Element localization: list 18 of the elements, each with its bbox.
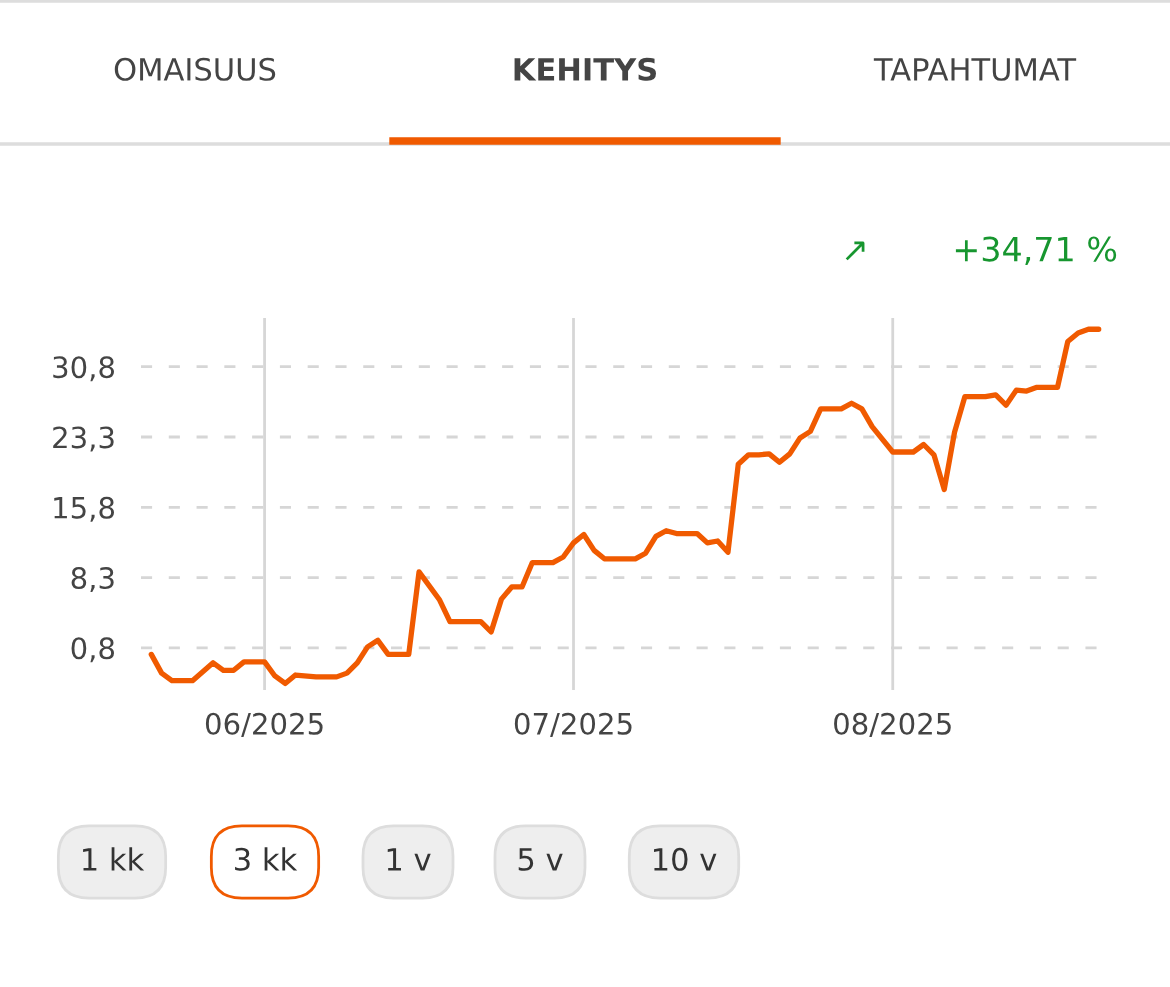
text: TAPAHTUMAT xyxy=(873,58,1077,81)
text: 1 kk xyxy=(83,847,145,871)
text: ↗ xyxy=(845,241,865,261)
x-tick-label: 07/2025 xyxy=(514,712,632,738)
text: 3 kk xyxy=(235,847,298,871)
text: 1 v xyxy=(387,848,431,871)
x-tick-label: 06/2025 xyxy=(205,712,323,738)
y-tick-label: 15,8 xyxy=(54,496,114,522)
y-tick-label: 0,8 xyxy=(71,637,115,663)
text: +34,71 % xyxy=(955,236,1117,266)
x-tick-label: 08/2025 xyxy=(834,712,951,738)
text: OMAISUUS xyxy=(114,57,276,81)
text: KEHITYS xyxy=(514,57,656,81)
y-tick-label: 23,3 xyxy=(53,426,114,452)
text: 5 v xyxy=(518,848,563,871)
text: 10 v xyxy=(654,847,717,871)
y-tick-label: 30,8 xyxy=(53,356,114,382)
y-tick-label: 8,3 xyxy=(71,566,114,593)
